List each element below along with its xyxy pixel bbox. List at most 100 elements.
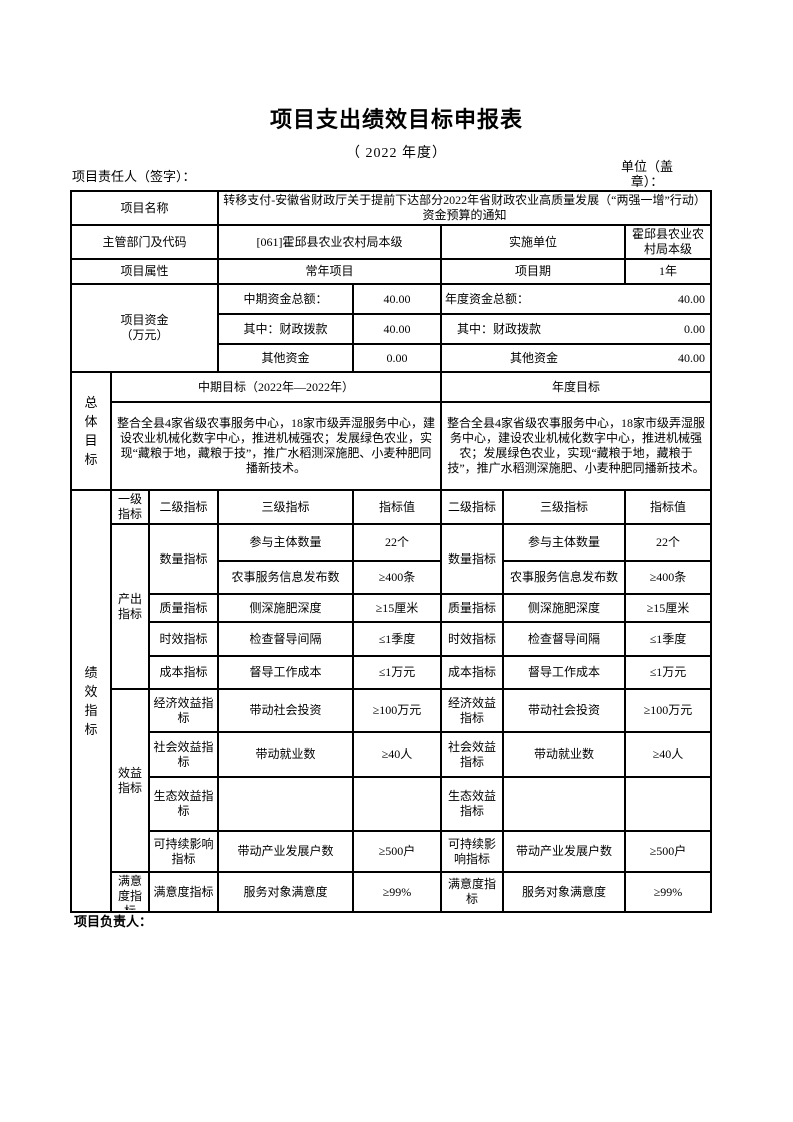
perf-value-cell-right: ≥99% (623, 871, 713, 913)
perf-header-l2-cell-right: 二级指标 (440, 489, 504, 525)
impl-unit-value-cell: 霍邱县农业农村局本级 (623, 224, 713, 260)
declaration-form-table: 项目名称 转移支付-安徽省财政厅关于提前下达部分2022年省财政农业高质量发展（… (70, 190, 713, 913)
perf-row: 成本指标 督导工作成本 ≤1万元 成本指标 督导工作成本 ≤1万元 (71, 655, 713, 690)
attr-label-cell: 项目属性 (70, 258, 219, 285)
perf-l1-satisfaction-cell: 满意度指标 (110, 871, 150, 913)
perf-l3-cell: 检查督导间隔 (217, 621, 354, 657)
perf-header-l3-cell-right: 三级指标 (502, 489, 626, 525)
perf-row: 生态效益指标 生态效益指标 (71, 776, 713, 832)
year-fiscal-label: 其中：财政拨款 (457, 321, 542, 336)
row-department: 主管部门及代码 [061]霍邱县农业农村局本级 实施单位 霍邱县农业农村局本级 (70, 224, 713, 260)
perf-l3-cell (217, 776, 354, 832)
year-other-label: 其他资金 (509, 350, 558, 365)
project-owner-label: 项目负责人： (74, 914, 153, 929)
perf-l2-cell: 时效指标 (148, 621, 219, 657)
perf-l2-cell: 满意度指标 (148, 871, 219, 913)
perf-row: 社会效益指标 带动就业数 ≥40人 社会效益指标 带动就业数 ≥40人 (71, 731, 713, 778)
perf-l1-satisfaction-text: 满意度指标 (117, 874, 142, 910)
funds-label-cell: 项目资金（万元） (70, 283, 219, 373)
perf-header-value-cell-right: 指标值 (623, 489, 713, 525)
perf-value-cell-right: ≥400条 (623, 560, 713, 595)
perf-l3-cell-right: 农事服务信息发布数 (502, 560, 626, 595)
perf-l3-cell-right: 带动就业数 (502, 731, 626, 778)
perf-value-cell: ≥99% (352, 871, 442, 913)
perf-section-cell: 绩效指标 (70, 489, 112, 913)
year-goal-text-cell: 整合全县4家省级农事服务中心，18家市级弄湿服务中心，建设农业机械化数字中心，推… (439, 401, 713, 491)
perf-l3-cell-right: 侧深施肥深度 (502, 593, 626, 623)
perf-value-cell-right: 22个 (623, 523, 713, 562)
perf-header-l3-cell: 三级指标 (217, 489, 354, 525)
perf-l3-cell: 服务对象满意度 (217, 871, 354, 913)
row-goal-header: 总体目标 中期目标（2022年—2022年） 年度目标 (70, 371, 713, 491)
dept-label-cell: 主管部门及代码 (70, 224, 219, 260)
dept-value-cell: [061]霍邱县农业农村局本级 (217, 224, 442, 260)
perf-l2-cell: 经济效益指标 (148, 688, 219, 733)
row-attribute: 项目属性 常年项目 项目期 1年 (70, 258, 713, 285)
perf-l2-cell-right: 时效指标 (440, 621, 504, 657)
perf-l3-cell-right: 服务对象满意度 (502, 871, 626, 913)
perf-value-cell (352, 776, 442, 832)
perf-l2-cell-right: 可持续影响指标 (440, 830, 504, 873)
perf-row: 可持续影响指标 带动产业发展户数 ≥500户 可持续影响指标 带动产业发展户数 … (71, 830, 713, 873)
row-project-name: 项目名称 转移支付-安徽省财政厅关于提前下达部分2022年省财政农业高质量发展（… (70, 190, 713, 226)
perf-l3-cell: 带动产业发展户数 (217, 830, 354, 873)
year-total-cell: 年度资金总额： 40.00 (439, 283, 713, 315)
perf-value-cell-right: ≥100万元 (623, 688, 713, 733)
year-fiscal-value: 0.00 (684, 321, 706, 336)
perf-header-l2-cell: 二级指标 (148, 489, 219, 525)
mid-other-label-cell: 其他资金 (217, 343, 354, 373)
perf-l3-cell-right: 参与主体数量 (502, 523, 626, 562)
perf-l3-cell: 参与主体数量 (217, 523, 354, 562)
row-perf-header: 绩效指标 一级指标 二级指标 三级指标 指标值 二级指标 三级指标 指标值 (70, 489, 713, 913)
perf-l3-cell-right: 带动产业发展户数 (502, 830, 626, 873)
perf-value-cell: ≥15厘米 (352, 593, 442, 623)
perf-l2-cell: 数量指标 (148, 523, 219, 595)
year-goal-header-cell: 年度目标 (439, 371, 713, 403)
page-title: 项目支出绩效目标申报表 (269, 107, 523, 132)
perf-value-cell: ≥40人 (352, 731, 442, 778)
perf-l2-cell-right: 满意度指标 (440, 871, 504, 913)
perf-value-cell: ≥500户 (352, 830, 442, 873)
perf-l3-cell-right: 督导工作成本 (502, 655, 626, 690)
perf-value-cell: ≤1季度 (352, 621, 442, 657)
perf-l2-cell: 成本指标 (148, 655, 219, 690)
perf-row: 时效指标 检查督导间隔 ≤1季度 时效指标 检查督导间隔 ≤1季度 (71, 621, 713, 657)
perf-l3-cell: 带动就业数 (217, 731, 354, 778)
perf-value-cell: 22个 (352, 523, 442, 562)
period-label-cell: 项目期 (440, 258, 626, 285)
row-funds-total: 项目资金（万元） 中期资金总额： 40.00 年度资金总额： 40.00 (70, 283, 713, 373)
perf-value-cell-right: ≥500户 (623, 830, 713, 873)
mid-total-value-cell: 40.00 (352, 283, 442, 315)
year-total-value: 40.00 (678, 291, 706, 306)
mid-goal-text-cell: 整合全县4家省级农事服务中心，18家市级弄湿服务中心，建设农业机械化数字中心，推… (110, 401, 442, 491)
perf-value-cell-right: ≥15厘米 (623, 593, 713, 623)
project-name-value-cell: 转移支付-安徽省财政厅关于提前下达部分2022年省财政农业高质量发展（“两强一增… (216, 190, 713, 226)
perf-l3-cell: 督导工作成本 (217, 655, 354, 690)
perf-row: 质量指标 侧深施肥深度 ≥15厘米 质量指标 侧深施肥深度 ≥15厘米 (71, 593, 713, 623)
perf-l2-cell-right: 生态效益指标 (440, 776, 504, 832)
perf-value-cell-right: ≥40人 (623, 731, 713, 778)
mid-total-label-cell: 中期资金总额： (217, 283, 354, 315)
mid-fiscal-label-cell: 其中：财政拨款 (217, 313, 354, 345)
perf-header-value-cell: 指标值 (352, 489, 442, 525)
perf-header-l1-cell: 一级指标 (110, 489, 150, 525)
year-other-cell: 其他资金 40.00 (439, 343, 713, 373)
row-funds-other: 其他资金 0.00 其他资金 40.00 (71, 343, 713, 373)
mid-other-value-cell: 0.00 (352, 343, 442, 373)
perf-l2-cell: 社会效益指标 (148, 731, 219, 778)
perf-l2-cell: 生态效益指标 (148, 776, 219, 832)
mid-fiscal-value-cell: 40.00 (352, 313, 442, 345)
perf-l3-cell: 侧深施肥深度 (217, 593, 354, 623)
perf-l2-cell-right: 质量指标 (440, 593, 504, 623)
perf-row: 满意度指标 满意度指标 服务对象满意度 ≥99% 满意度指标 服务对象满意度 ≥… (71, 871, 713, 913)
perf-l3-cell: 带动社会投资 (217, 688, 354, 733)
perf-l1-benefit-cell: 效益指标 (110, 688, 150, 873)
period-value-cell: 1年 (623, 258, 713, 285)
perf-l3-cell-right: 检查督导间隔 (502, 621, 626, 657)
perf-row: 效益指标 经济效益指标 带动社会投资 ≥100万元 经济效益指标 带动社会投资 … (71, 688, 713, 873)
overall-goal-section-label: 总体目标 (84, 395, 98, 467)
perf-l2-cell-right: 经济效益指标 (440, 688, 504, 733)
perf-value-cell-right: ≤1万元 (623, 655, 713, 690)
perf-value-cell: ≥400条 (352, 560, 442, 595)
unit-seal-label: 单位（盖章）： (620, 159, 673, 189)
